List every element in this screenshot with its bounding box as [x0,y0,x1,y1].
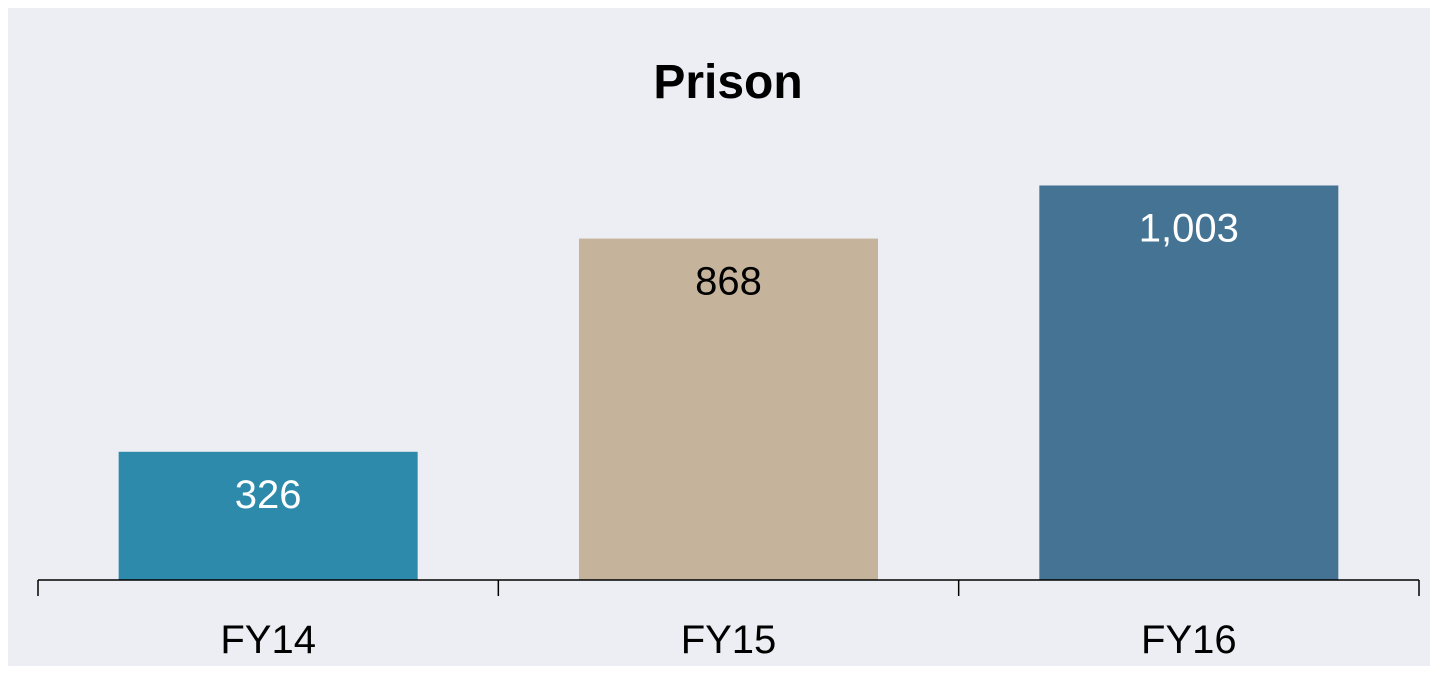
bars-group: 326 868 1,003 [118,185,1339,580]
bar-chart: Prison 326 868 1,003 FY14 FY15 FY16 [37,56,1420,662]
x-tick-label: FY14 [220,618,316,662]
bar-fy15 [579,238,878,580]
bar-fy14 [118,451,418,580]
x-tick-label: FY16 [1141,618,1237,662]
bar-value-label: 868 [695,260,762,304]
chart-panel: Prison 326 868 1,003 FY14 FY15 FY16 [8,8,1430,666]
x-axis: FY14 FY15 FY16 [37,579,1420,662]
bar-fy16 [1039,185,1339,580]
x-tick-label: FY15 [681,618,777,662]
chart-title: Prison [653,56,802,109]
bar-value-label: 1,003 [1139,206,1239,250]
bar-value-label: 326 [235,473,302,517]
